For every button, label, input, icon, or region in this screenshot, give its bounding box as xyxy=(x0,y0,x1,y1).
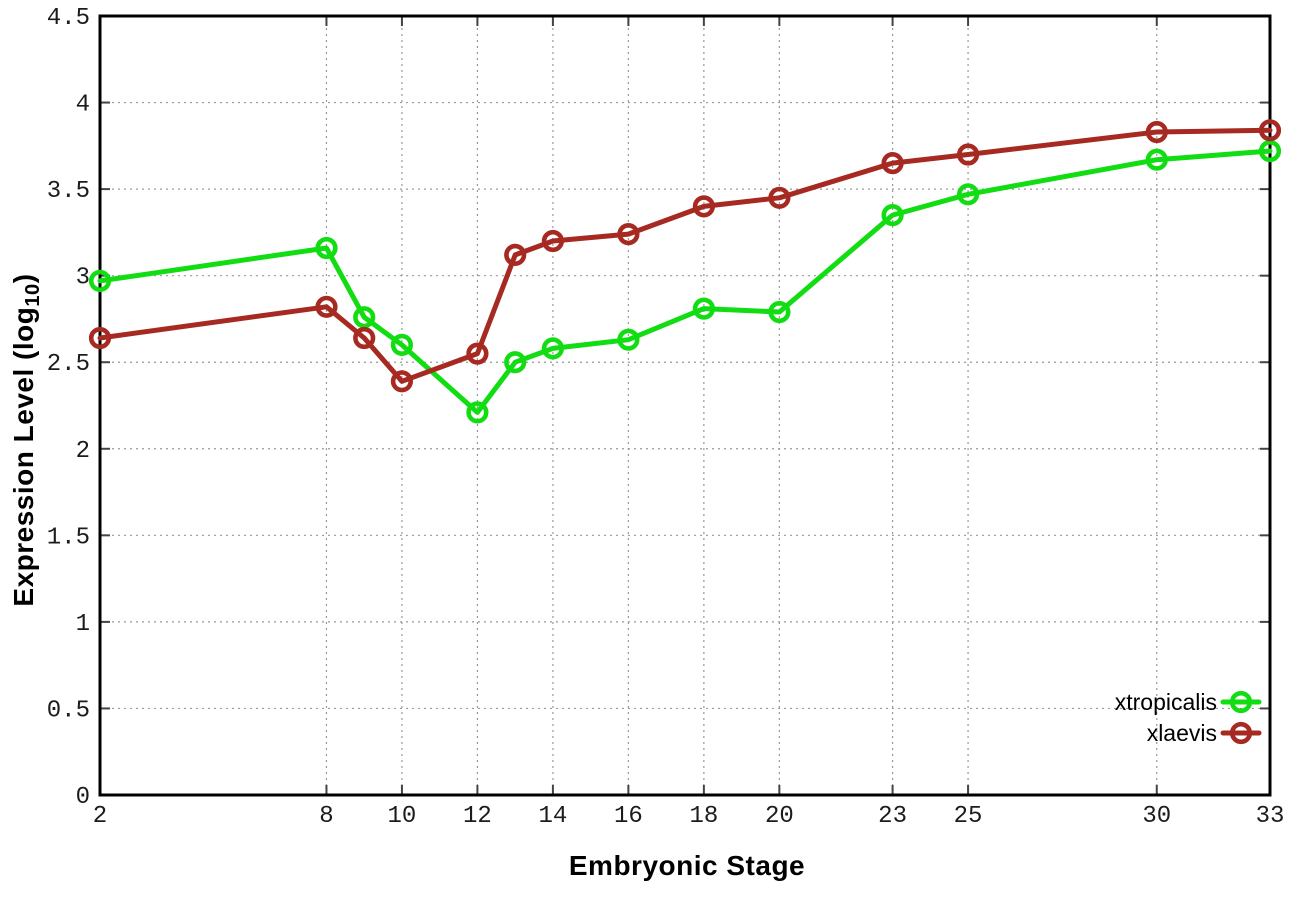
x-tick-label: 2 xyxy=(93,803,107,830)
y-axis-title-main: Expression Level (log xyxy=(8,306,39,607)
data-point-xlaevis xyxy=(504,243,527,266)
x-tick-label: 18 xyxy=(689,803,718,830)
y-tick-label: 0.5 xyxy=(47,697,90,724)
data-point-xlaevis xyxy=(692,195,716,218)
data-point-xtropicalis xyxy=(956,183,980,206)
x-tick-label: 25 xyxy=(954,803,983,830)
data-point-xtropicalis xyxy=(768,300,791,324)
data-point-xtropicalis xyxy=(1258,139,1282,163)
y-axis-title-close: ) xyxy=(8,273,39,284)
x-axis-title: Embryonic Stage xyxy=(568,850,806,881)
data-point-xlaevis xyxy=(541,229,565,253)
data-point-xtropicalis xyxy=(692,297,716,320)
x-tick-label: 10 xyxy=(388,803,417,830)
y-axis-title-subscript: 10 xyxy=(21,283,44,307)
y-tick-label: 2 xyxy=(76,438,90,465)
legend-label-xlaevis: xlaevis xyxy=(1147,720,1217,746)
data-point-xtropicalis xyxy=(541,337,565,360)
x-tick-label: 30 xyxy=(1142,803,1171,830)
x-tick-label: 16 xyxy=(614,803,643,830)
x-tick-label: 33 xyxy=(1256,803,1285,830)
data-point-xlaevis xyxy=(1145,120,1168,144)
legend-marker-xtropicalis xyxy=(1229,690,1253,714)
y-tick-label: 0 xyxy=(76,784,90,811)
data-point-xtropicalis xyxy=(466,401,489,424)
x-tick-label: 14 xyxy=(538,803,567,830)
y-tick-label: 2.5 xyxy=(47,351,90,378)
data-point-xlaevis xyxy=(617,223,640,246)
y-tick-label: 4 xyxy=(76,92,90,119)
series-line-xtropicalis xyxy=(97,148,1273,415)
data-point-xlaevis xyxy=(466,342,489,365)
data-point-xlaevis xyxy=(315,295,338,318)
data-point-xlaevis xyxy=(88,326,112,350)
data-point-xlaevis xyxy=(956,143,980,166)
x-tick-label: 12 xyxy=(463,803,492,830)
data-point-xlaevis xyxy=(390,370,414,393)
data-point-xtropicalis xyxy=(353,306,376,329)
data-point-xlaevis xyxy=(353,326,376,350)
data-point-xlaevis xyxy=(1258,119,1282,142)
data-point-xtropicalis xyxy=(881,204,904,227)
data-point-xlaevis xyxy=(768,186,791,209)
legend-label-xtropicalis: xtropicalis xyxy=(1115,689,1217,715)
y-tick-label: 1.5 xyxy=(47,524,90,551)
data-point-xtropicalis xyxy=(617,328,640,351)
y-tick-label: 3.5 xyxy=(47,178,90,205)
y-tick-label: 4.5 xyxy=(47,5,90,32)
data-point-xlaevis xyxy=(881,152,904,175)
x-tick-label: 23 xyxy=(878,803,907,830)
plot-border xyxy=(98,14,1272,797)
y-axis-title: Expression Level (log10) xyxy=(8,273,44,607)
data-point-xtropicalis xyxy=(1145,148,1168,171)
legend-marker-xlaevis xyxy=(1229,721,1253,745)
data-point-xtropicalis xyxy=(390,333,414,357)
y-tick-label: 1 xyxy=(76,611,90,638)
data-point-xtropicalis xyxy=(504,351,527,374)
data-point-xtropicalis xyxy=(88,269,112,293)
data-point-xtropicalis xyxy=(315,236,338,260)
y-tick-label: 3 xyxy=(76,265,90,292)
x-tick-label: 20 xyxy=(765,803,794,830)
x-tick-label: 8 xyxy=(319,803,333,830)
